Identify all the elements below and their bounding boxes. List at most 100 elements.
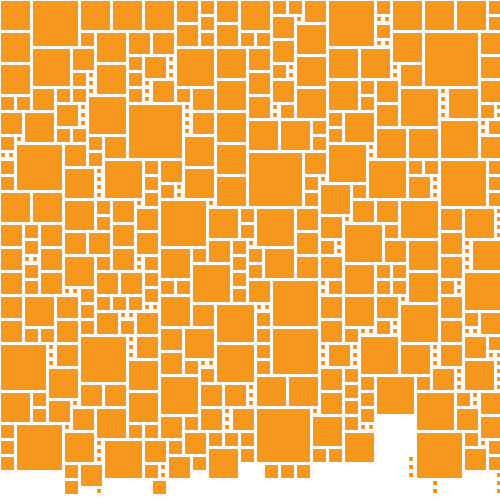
mosaic-tile — [65, 433, 94, 462]
mosaic-tile — [201, 17, 214, 30]
mosaic-tile — [457, 393, 470, 406]
mosaic-tile — [145, 161, 158, 174]
mosaic-tile — [217, 25, 238, 46]
mosaic-tile — [377, 25, 390, 38]
mosaic-tile — [113, 201, 134, 222]
mosaic-dot — [169, 65, 173, 69]
mosaic-tile — [25, 281, 38, 294]
mosaic-tile — [489, 17, 500, 30]
mosaic-tile — [465, 337, 486, 358]
mosaic-tile — [17, 97, 30, 110]
mosaic-tile — [25, 265, 38, 278]
mosaic-dot — [129, 313, 133, 317]
mosaic-tile — [129, 33, 150, 54]
mosaic-tile — [361, 393, 374, 406]
mosaic-dot — [497, 225, 500, 229]
mosaic-tile — [361, 81, 374, 94]
mosaic-tile — [113, 1, 142, 30]
mosaic-dot — [49, 361, 53, 365]
mosaic-tile — [1, 1, 30, 30]
mosaic-tile — [273, 329, 318, 374]
mosaic-dot — [177, 193, 181, 197]
mosaic-tile — [249, 121, 278, 150]
mosaic-dot — [97, 185, 101, 189]
mosaic-tile — [1, 225, 22, 246]
mosaic-tile — [329, 449, 342, 462]
mosaic-tile — [97, 201, 110, 214]
mosaic-dot — [185, 113, 189, 117]
mosaic-dot — [161, 465, 165, 469]
mosaic-tile — [361, 97, 374, 110]
mosaic-tile — [441, 321, 462, 342]
mosaic-dot — [409, 465, 413, 469]
mosaic-tile — [273, 1, 286, 14]
mosaic-tile — [129, 57, 142, 70]
mosaic-tile — [25, 329, 38, 342]
mosaic-tile — [465, 433, 478, 446]
mosaic-tile — [193, 249, 206, 262]
mosaic-dot — [145, 97, 149, 101]
mosaic-tile — [481, 81, 500, 102]
mosaic-tile — [329, 49, 358, 78]
mosaic-tile — [33, 193, 62, 222]
mosaic-dot — [17, 137, 21, 141]
mosaic-tile — [377, 281, 390, 294]
mosaic-dot — [169, 57, 173, 61]
mosaic-dot — [465, 257, 469, 261]
mosaic-tile — [145, 425, 158, 438]
mosaic-tile — [249, 265, 262, 278]
mosaic-tile — [329, 145, 366, 182]
mosaic-tile — [305, 193, 318, 206]
mosaic-tile — [57, 105, 78, 126]
mosaic-tile — [201, 369, 214, 382]
mosaic-dot — [49, 353, 53, 357]
mosaic-dot — [497, 233, 500, 237]
mosaic-tile — [257, 329, 270, 342]
mosaic-tile — [65, 481, 78, 494]
mosaic-tile — [465, 313, 478, 326]
mosaic-dot — [361, 329, 365, 333]
mosaic-tile — [345, 433, 374, 462]
mosaic-tile — [145, 57, 166, 78]
mosaic-tile — [441, 345, 462, 366]
mosaic-tile — [17, 145, 62, 190]
mosaic-tile — [161, 329, 182, 350]
mosaic-tile — [153, 33, 174, 54]
mosaic-tile — [217, 345, 254, 382]
mosaic-dot — [369, 425, 373, 429]
mosaic-tile — [97, 33, 126, 62]
mosaic-dot — [441, 89, 445, 93]
mosaic-tile — [289, 1, 302, 14]
mosaic-tile — [129, 105, 182, 158]
mosaic-tile — [481, 417, 500, 438]
mosaic-tile — [209, 241, 230, 262]
mosaic-tile — [273, 281, 318, 326]
mosaic-tile — [121, 273, 142, 294]
mosaic-dot — [457, 289, 461, 293]
mosaic-tile — [441, 297, 462, 318]
mosaic-tile — [329, 81, 358, 110]
mosaic-dot — [385, 17, 389, 21]
mosaic-tile — [417, 377, 430, 390]
mosaic-tile — [233, 273, 246, 286]
mosaic-dot — [97, 177, 101, 181]
mosaic-tile — [33, 49, 70, 86]
mosaic-tile — [489, 121, 500, 134]
mosaic-dot — [265, 305, 269, 309]
mosaic-tile — [137, 233, 158, 254]
mosaic-tile — [441, 161, 486, 206]
mosaic-tile — [393, 1, 422, 30]
mosaic-dot — [129, 345, 133, 349]
mosaic-tile — [89, 233, 110, 254]
mosaic-dot — [25, 257, 29, 261]
mosaic-tile — [1, 273, 22, 294]
mosaic-dot — [393, 321, 397, 325]
mosaic-tile — [345, 417, 358, 430]
mosaic-tile — [1, 161, 14, 174]
mosaic-tile — [313, 417, 342, 446]
mosaic-dot — [65, 425, 69, 429]
mosaic-tile — [1, 321, 22, 342]
mosaic-dot — [137, 257, 141, 261]
mosaic-tile — [321, 185, 350, 214]
mosaic-tile — [113, 225, 134, 246]
